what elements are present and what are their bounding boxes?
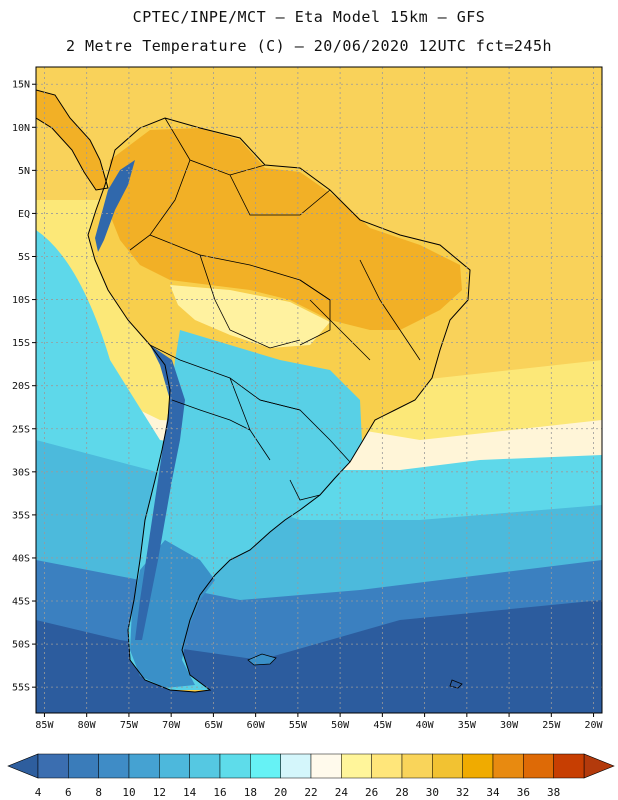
lat-lon-grid bbox=[36, 67, 602, 713]
lon-tick-label: 40W bbox=[416, 720, 435, 731]
colorbar-cell bbox=[401, 753, 433, 779]
temperature-colorbar: 4 6 8 10 12 14 16 18 20 22 24 26 28 30 32 34 36 38 bbox=[7, 753, 615, 799]
colorbar-label: 16 bbox=[213, 786, 226, 799]
lon-tick-label: 20W bbox=[585, 720, 604, 731]
lon-tick-label: 50W bbox=[331, 720, 350, 731]
latitude-labels: 15N 10N 5N EQ 5S 10S 15S 20S 25S 30S 35S 40S 45S 50S 5… bbox=[12, 80, 36, 694]
lat-tick-label: 5N bbox=[18, 166, 30, 177]
lon-tick-label: 35W bbox=[458, 720, 477, 731]
lat-tick-label: 45S bbox=[12, 597, 30, 608]
lon-tick-label: 85W bbox=[35, 720, 54, 731]
colorbar-label: 14 bbox=[183, 786, 197, 799]
colorbar-cell bbox=[432, 753, 463, 779]
colorbar-cell bbox=[553, 753, 585, 779]
central-america-coastline bbox=[36, 89, 109, 191]
land-mild-region bbox=[170, 285, 330, 348]
country-borders bbox=[129, 117, 421, 501]
colorbar-high-arrow bbox=[583, 753, 615, 779]
colorbar-cell bbox=[159, 753, 190, 779]
colorbar-cell bbox=[189, 753, 221, 779]
colorbar-label: 36 bbox=[517, 786, 530, 799]
lat-tick-label: 5S bbox=[18, 252, 30, 263]
south-georgia bbox=[449, 679, 463, 689]
lat-tick-label: 10N bbox=[12, 123, 30, 134]
lon-tick-label: 45W bbox=[373, 720, 392, 731]
colorbar-label: 12 bbox=[153, 786, 166, 799]
colorbar-cell bbox=[523, 753, 554, 779]
lon-tick-label: 65W bbox=[204, 720, 223, 731]
lat-tick-label: 35S bbox=[12, 510, 30, 521]
lon-tick-label: 70W bbox=[162, 720, 181, 731]
colorbar-label: 20 bbox=[274, 786, 287, 799]
colorbar-label: 28 bbox=[395, 786, 408, 799]
colorbar-label: 32 bbox=[456, 786, 469, 799]
lat-tick-label: 20S bbox=[12, 381, 30, 392]
colorbar-cell bbox=[98, 753, 130, 779]
longitude-labels: 85W 80W 75W 70W 65W 60W 55W 50W 45W 40W 35W 30W 25W 2… bbox=[35, 713, 604, 731]
lat-tick-label: 10S bbox=[12, 295, 30, 306]
lon-tick-label: 55W bbox=[289, 720, 308, 731]
lat-tick-label: 55S bbox=[12, 683, 30, 694]
colorbar-cell bbox=[310, 753, 342, 779]
lon-tick-label: 60W bbox=[247, 720, 266, 731]
lon-tick-label: 80W bbox=[78, 720, 97, 731]
colorbar-cell bbox=[68, 753, 99, 779]
lon-tick-label: 75W bbox=[120, 720, 139, 731]
falkland-islands bbox=[247, 653, 277, 666]
land-hot-region bbox=[108, 128, 462, 330]
lon-tick-label: 25W bbox=[542, 720, 561, 731]
lon-tick-label: 30W bbox=[500, 720, 519, 731]
map-plot-area bbox=[36, 67, 602, 713]
map-frame bbox=[35, 66, 603, 714]
colorbar-label: 10 bbox=[122, 786, 135, 799]
colorbar-cell bbox=[37, 753, 69, 779]
colorbar-label: 34 bbox=[486, 786, 500, 799]
colorbar-low-arrow bbox=[7, 753, 39, 779]
colorbar-label: 26 bbox=[365, 786, 378, 799]
map-title-line-2: 2 Metre Temperature (C) – 20/06/2020 12U… bbox=[65, 37, 553, 55]
colorbar-cell bbox=[462, 753, 494, 779]
lat-tick-label: 25S bbox=[12, 424, 30, 435]
colorbar-cell bbox=[280, 753, 312, 779]
map-title-line-1: CPTEC/INPE/MCT – Eta Model 15km – GFS bbox=[132, 8, 486, 26]
colorbar-label: 30 bbox=[426, 786, 439, 799]
colorbar-label: 22 bbox=[304, 786, 317, 799]
colorbar-label: 8 bbox=[95, 786, 102, 799]
lat-tick-label: 50S bbox=[12, 640, 30, 651]
colorbar-cell bbox=[371, 753, 403, 779]
lat-tick-label: 30S bbox=[12, 467, 30, 478]
colorbar-cell bbox=[219, 753, 251, 779]
colorbar-cell bbox=[250, 753, 281, 779]
lat-tick-label: 15S bbox=[12, 338, 30, 349]
central-america-land bbox=[36, 90, 108, 190]
lat-tick-label: 40S bbox=[12, 553, 30, 564]
colorbar-label: 24 bbox=[335, 786, 349, 799]
andes-north-strip bbox=[95, 160, 135, 252]
colorbar-label: 38 bbox=[547, 786, 560, 799]
lat-tick-label: 15N bbox=[12, 80, 30, 91]
colorbar-cell bbox=[341, 753, 372, 779]
colorbar-label: 6 bbox=[65, 786, 72, 799]
andes-cold-strip bbox=[135, 345, 185, 640]
colorbar-cell bbox=[128, 753, 160, 779]
colorbar-cell bbox=[492, 753, 524, 779]
colorbar-label: 18 bbox=[244, 786, 257, 799]
lat-tick-label: EQ bbox=[18, 209, 30, 220]
colorbar-label: 4 bbox=[35, 786, 42, 799]
south-america-coastline bbox=[87, 117, 471, 693]
